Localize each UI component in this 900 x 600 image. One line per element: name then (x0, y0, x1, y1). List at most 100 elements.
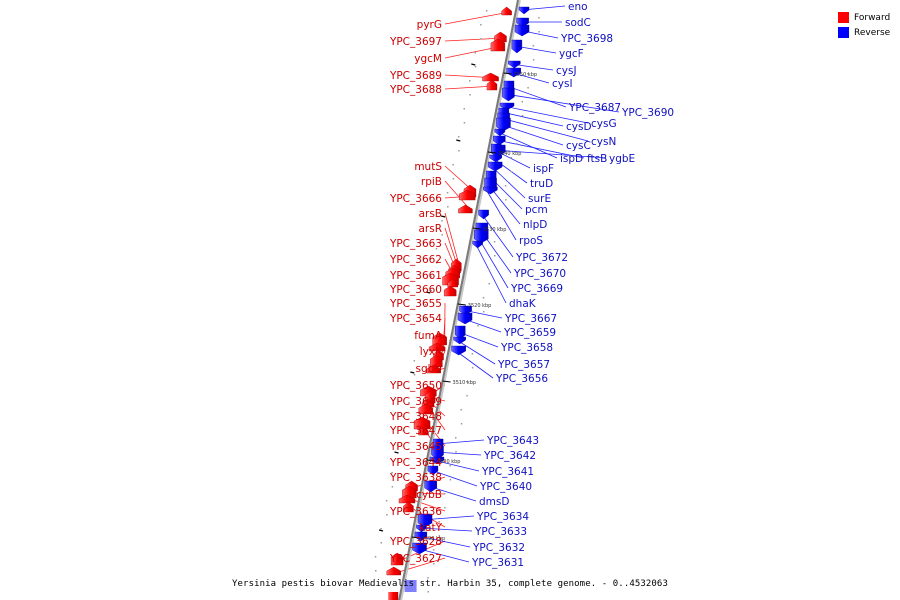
axis-dot (446, 192, 449, 194)
forward-gene-label: katY (419, 522, 442, 534)
axis-ticks: 3550 kbp 3540 kbp 3530 kbp 3520 kbp 3510 kbp… (378, 63, 538, 542)
forward-gene-label: rpiB (421, 176, 442, 188)
axis-dot (471, 367, 474, 369)
forward-gene-label: fumA (414, 330, 443, 342)
reverse-gene-arrow (414, 531, 428, 542)
reverse-gene-arrow (412, 542, 427, 555)
axis-dot (471, 353, 474, 355)
forward-gene-arrow (490, 38, 506, 52)
reverse-gene-arrow (417, 513, 433, 528)
tick-label: 3510 kbp (453, 380, 477, 386)
forward-gene-label: YPC_3654 (389, 313, 442, 325)
axis-dot (374, 570, 377, 572)
axis-dot (477, 339, 479, 341)
axis-dot (430, 290, 432, 292)
reverse-gene-label: YPC_3657 (497, 359, 550, 371)
reverse-leader-line (490, 165, 526, 199)
reverse-gene-label: cysJ (556, 65, 577, 77)
reverse-gene-label: YPC_3640 (479, 481, 532, 493)
gene-features (369, 6, 540, 600)
legend-forward-label: Forward (854, 12, 891, 23)
tick-mark (487, 151, 496, 154)
tick-label: 3520 kbp (468, 303, 492, 309)
reverse-gene-label: ygcF (559, 48, 584, 60)
reverse-gene-label: eno (568, 1, 588, 13)
axis-dot (374, 556, 377, 558)
reverse-leader-line (505, 93, 620, 113)
axis-dot (438, 521, 440, 523)
axis-dot (504, 185, 507, 187)
reverse-gene-arrow (489, 154, 502, 163)
tick-label: 3490 kbp (422, 536, 446, 542)
forward-gene-label: arsR (418, 223, 442, 235)
axis-dot (499, 227, 502, 229)
forward-gene-arrow (418, 426, 429, 436)
forward-leader-line (444, 85, 495, 90)
reverse-gene-label: YPC_3659 (503, 327, 556, 339)
axis-dot (455, 437, 457, 439)
forward-gene-arrow (482, 72, 499, 82)
axis-dot (435, 262, 438, 264)
axis-dot (482, 297, 485, 299)
reverse-gene-label: YPC_3633 (474, 526, 527, 538)
minor-tick (394, 451, 399, 454)
forward-gene-arrow (413, 416, 431, 430)
reverse-gene-label: ygbE (609, 153, 635, 165)
forward-gene-arrow (402, 485, 417, 499)
reverse-leader-line (476, 235, 509, 289)
forward-gene-label: sgbU (416, 363, 443, 375)
axis-dot (466, 381, 468, 383)
reverse-leader-line (430, 469, 478, 487)
reverse-leader-line (501, 111, 564, 127)
axis-dot (391, 472, 393, 474)
reverse-leader-line (494, 149, 607, 159)
axis-dot (499, 213, 501, 215)
reverse-gene-arrow (496, 117, 511, 132)
reverse-gene-label: cysD (566, 121, 592, 133)
reverse-gene-label: truD (530, 178, 553, 190)
reverse-gene-arrow (502, 87, 515, 102)
reverse-gene-arrow (511, 39, 523, 54)
legend-reverse-label: Reverse (854, 27, 891, 38)
reverse-leader-line (499, 123, 564, 146)
reverse-gene-label: cysN (591, 136, 616, 148)
axis-dot (538, 31, 540, 33)
reverse-gene-arrow (506, 67, 521, 78)
forward-gene-arrow (443, 285, 457, 297)
axis-dot (458, 150, 460, 152)
forward-gene-label: YPC_3655 (389, 298, 442, 310)
axis-dot (505, 199, 507, 201)
axis-dot (532, 59, 535, 61)
axis-dot (485, 10, 488, 12)
forward-gene-arrow (501, 6, 512, 16)
minor-tick (456, 139, 461, 142)
forward-gene-arrow (428, 342, 446, 352)
reverse-gene-label: ispF (533, 163, 554, 175)
axis-dot (474, 66, 477, 68)
reverse-gene-arrow (483, 186, 498, 195)
axis-dot (408, 402, 410, 404)
reverse-swatch (838, 27, 849, 38)
forward-gene-label: ygcM (414, 53, 442, 65)
forward-gene-label: YPC_3627 (389, 553, 442, 565)
reverse-gene-label: rpoS (519, 235, 543, 247)
reverse-gene-arrow (424, 480, 437, 493)
reverse-gene-arrow (457, 312, 473, 325)
reverse-gene-label: ispD (560, 153, 583, 165)
minor-tick (426, 291, 431, 294)
reverse-gene-arrow (478, 209, 489, 220)
reverse-gene-label: YPC_3643 (486, 435, 539, 447)
axis-dot (396, 444, 399, 446)
reverse-gene-label: dmsD (479, 496, 509, 508)
axis-dot (380, 528, 382, 530)
forward-gene-label: YPC_3689 (389, 70, 442, 82)
axis-dot (433, 563, 435, 565)
tick-label: 3550 kbp (514, 72, 538, 78)
forward-gene-label: YPC_3649 (389, 396, 442, 408)
forward-gene-label: YPC_3688 (389, 84, 442, 96)
forward-gene-label: YPC_3663 (389, 238, 442, 250)
axis-dot (427, 577, 429, 579)
reverse-leader-line (481, 213, 514, 258)
axis-dot (444, 507, 446, 509)
reverse-gene-label: nlpD (523, 219, 547, 231)
